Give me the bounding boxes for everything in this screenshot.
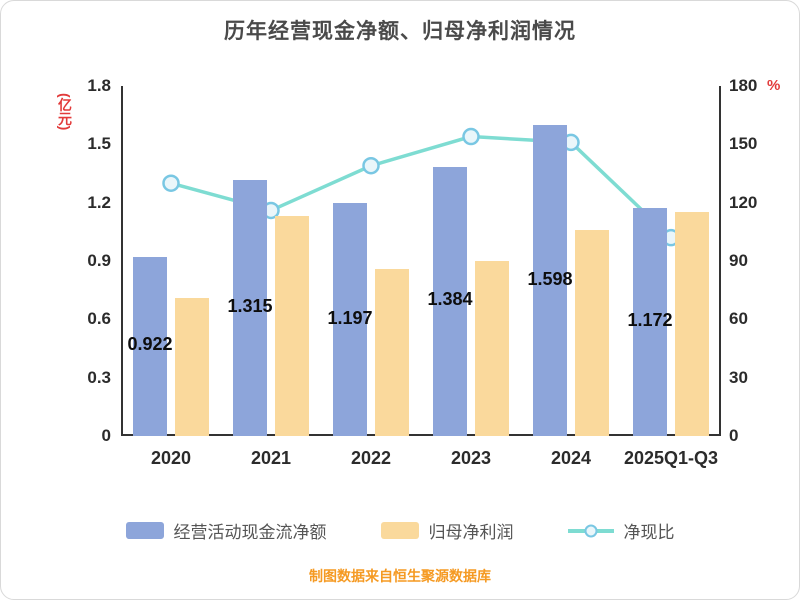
ratio-marker-icon	[584, 524, 597, 537]
left-axis-tick-label: 0.6	[87, 309, 111, 329]
cashflow-swatch	[125, 522, 164, 539]
profit-bar-2022	[375, 268, 409, 436]
right-axis-tick-label: 120	[729, 192, 758, 212]
legend-label-ratio: 净现比	[623, 523, 675, 542]
profit-swatch	[380, 522, 419, 539]
cashflow-bar-2024	[533, 125, 567, 436]
left-axis-tick-label: 1.8	[87, 76, 111, 95]
profit-bar-2025Q1-Q3	[675, 212, 709, 436]
right-axis-tick-label: 30	[729, 367, 748, 387]
legend-item-profit[interactable]: 归母净利润	[380, 518, 514, 543]
cashflow-value-label: 1.197	[327, 307, 373, 328]
left-axis-tick-label: 0.9	[87, 251, 111, 270]
cashflow-value-label: 1.315	[227, 296, 273, 317]
x-axis-label: 2025Q1-Q3	[623, 448, 719, 468]
x-axis-label: 2023	[450, 448, 492, 468]
x-axis-label: 2021	[250, 448, 292, 468]
cashflow-bar-2025Q1-Q3	[633, 208, 667, 436]
ratio-marker-2020	[162, 174, 180, 192]
x-axis-label: 2022	[350, 448, 392, 468]
x-axis-label: 2024	[550, 448, 592, 468]
cashflow-bar-2021	[233, 180, 267, 436]
ratio-marker-2023	[462, 127, 480, 146]
cashflow-value-label: 0.922	[127, 334, 173, 355]
legend-item-cashflow[interactable]: 经营活动现金流净额	[125, 518, 327, 543]
right-axis-unit-label: %	[767, 77, 781, 94]
left-axis-tick-label: 1.2	[87, 192, 111, 212]
left-axis-tick-label: 0.3	[87, 367, 111, 387]
legend: 经营活动现金流净额 归母净利润 净现比	[1, 518, 799, 543]
legend-item-ratio[interactable]: 净现比	[567, 518, 675, 543]
profit-bar-2024	[575, 229, 609, 436]
chart-title: 历年经营现金净额、归母净利润情况	[224, 20, 576, 43]
cashflow-value-label: 1.384	[427, 289, 473, 310]
profit-bar-2021	[275, 216, 309, 436]
profit-bar-2023	[475, 261, 509, 436]
ratio-line-swatch	[567, 524, 614, 537]
cashflow-value-label: 1.172	[627, 310, 673, 331]
legend-label-cashflow: 经营活动现金流净额	[173, 523, 327, 542]
cashflow-value-label: 1.598	[527, 268, 573, 289]
right-axis-tick-label: 150	[729, 134, 758, 154]
right-axis-tick-label: 60	[729, 309, 748, 329]
plot-area	[121, 86, 721, 436]
cashflow-bar-2020	[133, 256, 167, 436]
x-axis-label: 2020	[150, 448, 192, 468]
left-axis-tick-label: 0	[101, 426, 111, 445]
left-axis-unit-label: (亿元)	[57, 93, 73, 131]
cashflow-bar-2022	[333, 203, 367, 436]
cashflow-bar-2023	[433, 166, 467, 436]
data-source-note: 制图数据来自恒生聚源数据库	[309, 568, 491, 584]
profit-bar-2020	[175, 297, 209, 436]
right-axis-tick-label: 90	[729, 251, 748, 270]
left-axis-tick-label: 1.5	[87, 134, 111, 154]
right-axis-tick-label: 0	[729, 426, 739, 445]
right-axis-tick-label: 180	[729, 76, 758, 95]
netcash-ratio-line	[162, 127, 680, 247]
ratio-marker-2022	[362, 156, 380, 175]
legend-label-profit: 归母净利润	[428, 523, 514, 542]
